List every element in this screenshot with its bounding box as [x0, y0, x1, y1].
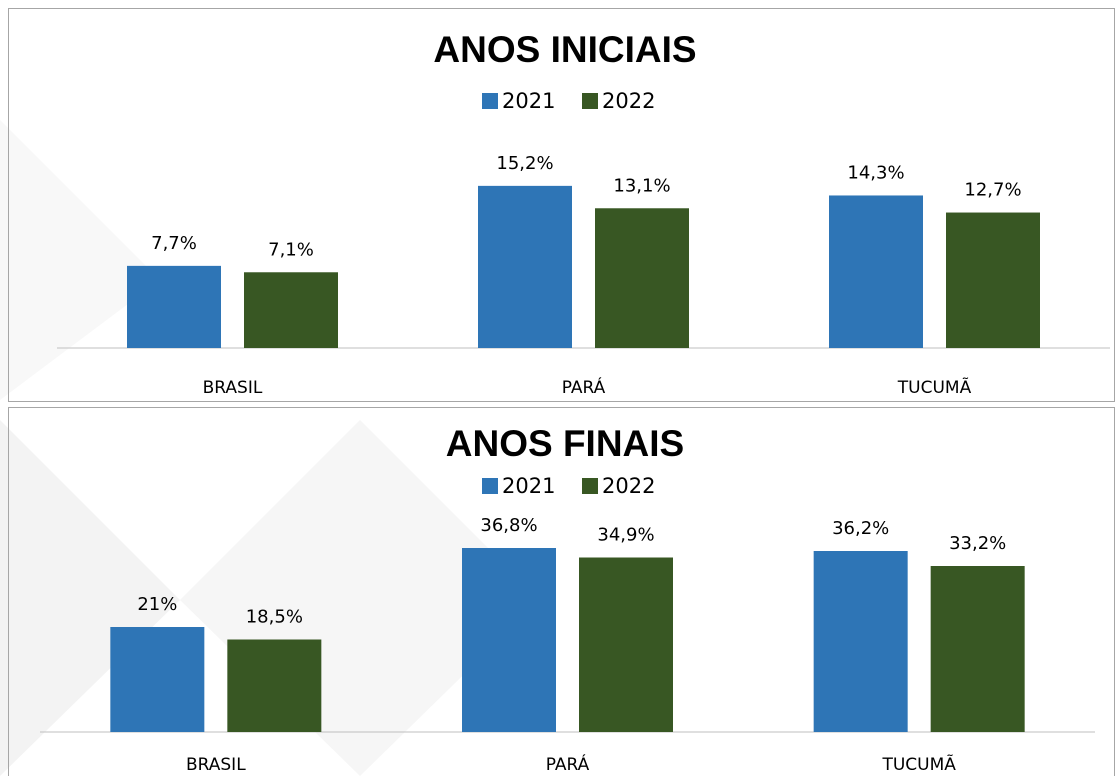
bar — [227, 639, 322, 732]
bar — [462, 548, 556, 732]
bar — [946, 212, 1040, 348]
bar — [813, 551, 908, 732]
legend-label: 2021 — [502, 474, 555, 498]
legend-swatch — [582, 93, 598, 109]
value-label: 14,3% — [847, 162, 904, 183]
chart-title: ANOS INICIAIS — [433, 29, 696, 70]
legend-swatch — [482, 93, 498, 109]
bar — [579, 557, 673, 732]
legend-swatch — [482, 478, 498, 494]
x-tick-label: PARÁ — [546, 753, 590, 775]
chart-title: ANOS FINAIS — [446, 423, 684, 464]
legend-label: 2022 — [602, 474, 655, 498]
value-label: 21% — [137, 594, 177, 615]
value-label: 12,7% — [964, 180, 1021, 201]
value-label: 7,7% — [151, 233, 197, 254]
legend-swatch — [582, 478, 598, 494]
bar — [127, 265, 221, 348]
bg-shape — [0, 120, 160, 400]
x-tick-label: BRASIL — [186, 755, 246, 775]
value-label: 33,2% — [949, 533, 1006, 554]
legend-label: 2021 — [502, 89, 555, 113]
bar — [829, 195, 923, 348]
x-tick-label: TUCUMÃ — [897, 376, 972, 398]
bg-shape — [0, 420, 180, 776]
legend-label: 2022 — [602, 89, 655, 113]
value-label: 7,1% — [268, 239, 314, 260]
bar — [930, 566, 1025, 732]
x-tick-label: PARÁ — [562, 376, 606, 398]
bar — [595, 208, 689, 348]
bar — [110, 627, 205, 732]
x-tick-label: BRASIL — [203, 378, 263, 398]
value-label: 18,5% — [246, 607, 303, 628]
value-label: 13,1% — [613, 175, 670, 196]
value-label: 36,2% — [832, 518, 889, 539]
value-label: 15,2% — [496, 153, 553, 174]
x-tick-label: TUCUMÃ — [881, 753, 956, 775]
bar — [244, 272, 338, 348]
value-label: 34,9% — [597, 525, 654, 546]
value-label: 36,8% — [480, 515, 537, 536]
bar — [478, 185, 572, 348]
